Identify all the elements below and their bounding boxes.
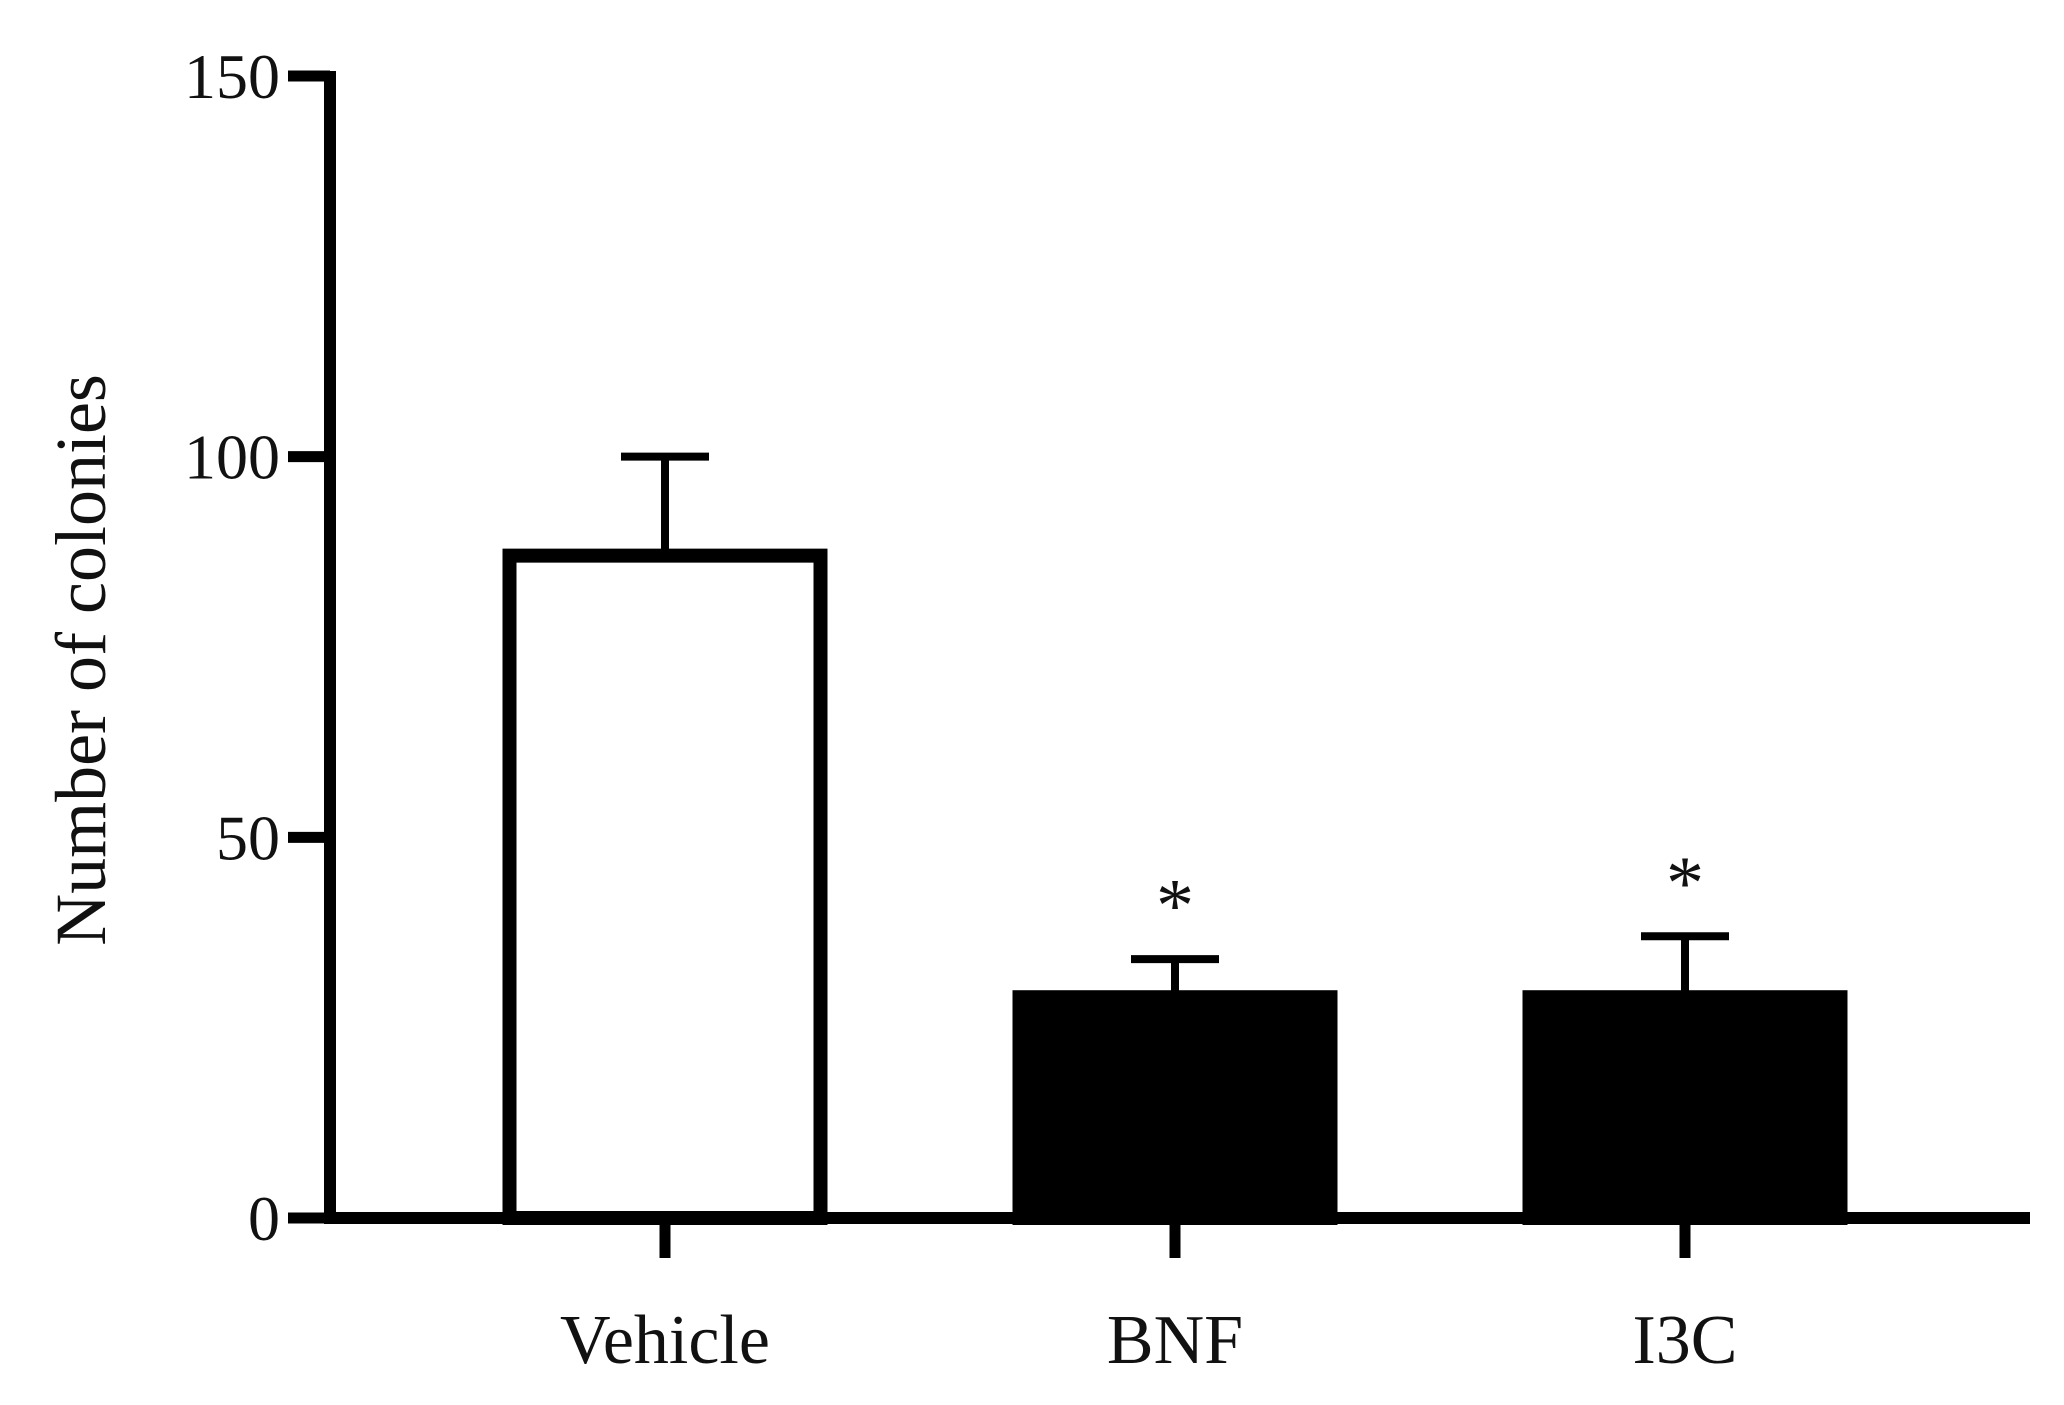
significance-marker: * (1156, 864, 1194, 948)
bar (1012, 990, 1338, 1225)
x-tick-label: BNF (1107, 1302, 1243, 1379)
y-tick-label: 150 (184, 41, 280, 112)
y-tick-label: 100 (184, 422, 280, 493)
bar (502, 548, 828, 1225)
y-tick-label: 0 (248, 1183, 280, 1254)
bar (1522, 990, 1848, 1225)
plot-area: 0 50 100 150 Vehicle * BNF * I3C (184, 41, 2030, 1379)
y-tick-label: 50 (216, 802, 280, 873)
significance-marker: * (1666, 841, 1704, 925)
x-tick-label: Vehicle (560, 1302, 770, 1379)
y-axis-label: Number of colonies (41, 374, 121, 946)
x-tick-label: I3C (1633, 1302, 1738, 1379)
